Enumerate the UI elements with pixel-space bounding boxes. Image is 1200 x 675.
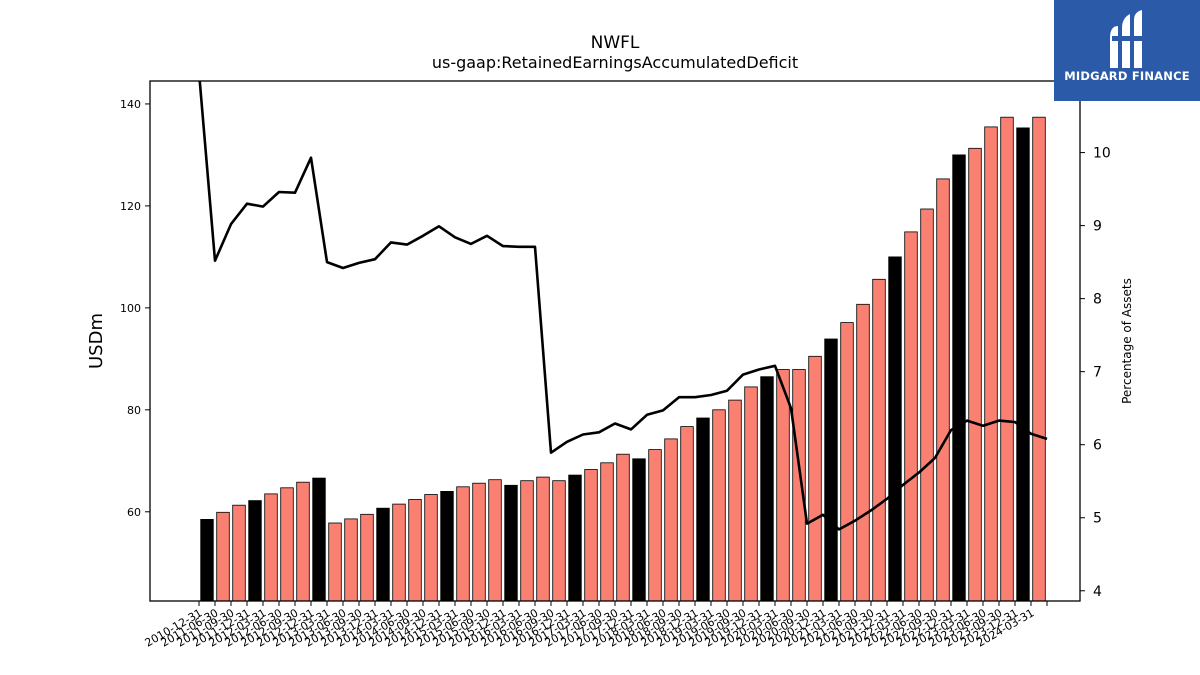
y2-tick-label: 8 <box>1093 292 1102 308</box>
y2-tick-label: 7 <box>1093 365 1102 381</box>
bar <box>584 469 598 602</box>
bar <box>856 303 870 602</box>
bar <box>216 511 230 602</box>
bar <box>760 376 774 602</box>
y2-tick-label: 6 <box>1093 438 1102 454</box>
bar <box>712 409 726 602</box>
bar <box>472 482 486 602</box>
company-logo: MIDGARD FINANCE <box>1054 0 1200 101</box>
bar <box>200 519 214 602</box>
y2-tick-label: 10 <box>1093 146 1111 162</box>
bar <box>696 417 710 602</box>
bar-series <box>200 116 1046 602</box>
bar <box>904 231 918 602</box>
bar <box>568 474 582 602</box>
bar <box>536 476 550 602</box>
bar <box>248 500 262 602</box>
y2-axis-label: Percentage of Assets <box>1120 278 1134 404</box>
bar <box>1000 116 1014 602</box>
bar <box>792 369 806 602</box>
bar <box>504 484 518 602</box>
bar <box>984 126 998 602</box>
bar <box>488 479 502 602</box>
right-axis: 4 5 6 7 8 9 10 <box>1080 146 1111 600</box>
bar <box>968 147 982 602</box>
logo-text: MIDGARD FINANCE <box>1064 69 1190 83</box>
y-tick-label: 80 <box>127 404 141 417</box>
left-axis: 60 80 100 120 140 <box>120 98 150 519</box>
bar <box>616 453 630 602</box>
bar <box>424 494 438 602</box>
bar <box>808 355 822 602</box>
bar <box>728 399 742 602</box>
y-axis-label: USDm <box>86 313 107 369</box>
bar <box>408 499 422 602</box>
bar <box>456 486 470 602</box>
bar <box>648 449 662 602</box>
y-tick-label: 100 <box>120 302 141 315</box>
bar <box>600 462 614 602</box>
y-tick-label: 120 <box>120 200 141 213</box>
bar <box>1016 127 1030 602</box>
bar <box>744 386 758 602</box>
bar <box>920 208 934 602</box>
bar <box>264 493 278 602</box>
bar <box>952 154 966 602</box>
bar <box>632 458 646 602</box>
bar <box>296 481 310 602</box>
y2-tick-label: 4 <box>1093 584 1102 600</box>
bar <box>872 278 886 602</box>
bar <box>840 322 854 602</box>
logo-mark-icon <box>1110 10 1142 68</box>
y-tick-label: 60 <box>127 506 141 519</box>
bar <box>312 477 326 602</box>
y2-tick-label: 9 <box>1093 219 1102 235</box>
bar <box>344 518 358 602</box>
bar <box>664 438 678 602</box>
chart-title: NWFL <box>591 33 640 53</box>
bar <box>232 504 246 602</box>
bar <box>776 369 790 602</box>
y2-tick-label: 5 <box>1093 511 1102 527</box>
bar <box>520 480 534 602</box>
bar <box>1032 116 1046 602</box>
y-tick-label: 140 <box>120 98 141 111</box>
bar <box>552 480 566 602</box>
bar <box>888 256 902 602</box>
chart-subtitle: us-gaap:RetainedEarningsAccumulatedDefic… <box>432 53 798 72</box>
bar <box>360 513 374 602</box>
bar <box>824 338 838 602</box>
bar <box>328 522 342 602</box>
series-line <box>198 81 1048 531</box>
bar <box>680 426 694 602</box>
bar <box>376 507 390 602</box>
bar <box>280 487 294 602</box>
bar <box>440 490 454 602</box>
bar <box>392 503 406 602</box>
x-axis: 2010-12-312011-06-302011-09-302011-12-31… <box>143 601 1048 650</box>
bar <box>936 178 950 602</box>
line-series <box>198 81 1048 531</box>
